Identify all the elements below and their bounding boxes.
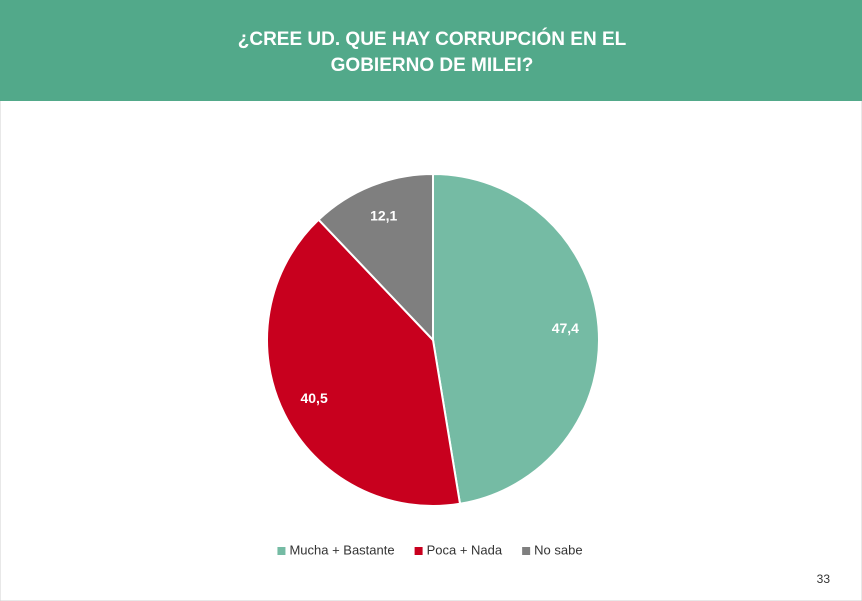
chart-title: GOBIERNO DE MILEI? — [331, 55, 534, 76]
pie-slice — [317, 172, 434, 343]
legend-label: Poca + Nada — [427, 542, 503, 557]
chart-title: ¿CREE UD. QUE HAY CORRUPCIÓN EN EL — [238, 28, 627, 50]
pie-slice — [266, 218, 462, 507]
data-label: 47,4 — [552, 320, 579, 336]
legend-swatch — [414, 547, 423, 555]
legend-swatch — [277, 547, 286, 555]
data-label: 40,5 — [300, 390, 327, 406]
legend-swatch — [522, 547, 531, 555]
page-number: 33 — [817, 572, 831, 586]
header-band — [0, 0, 862, 101]
pie-slice — [432, 172, 600, 505]
legend-label: Mucha + Bastante — [289, 542, 394, 557]
data-label: 12,1 — [370, 207, 397, 223]
legend-label: No sabe — [534, 542, 582, 557]
